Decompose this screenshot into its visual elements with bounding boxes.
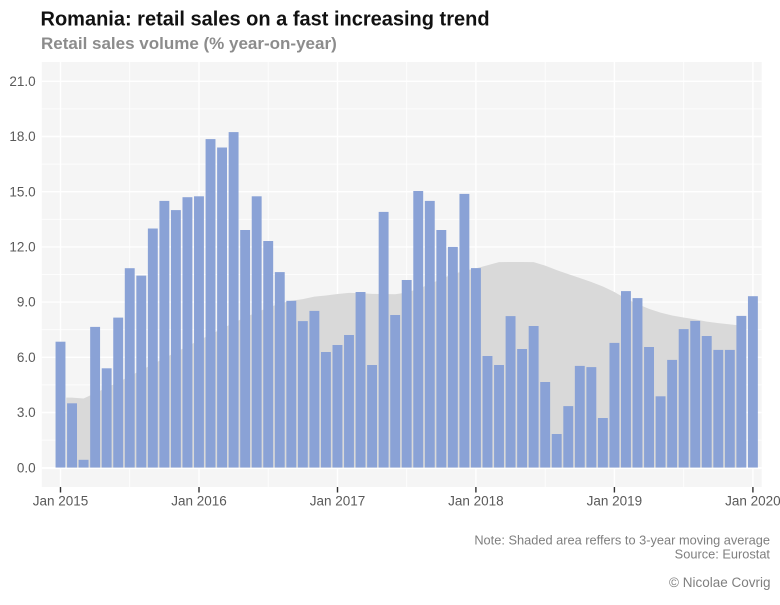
svg-text:3.0: 3.0 — [17, 405, 36, 420]
svg-text:Jan 2018: Jan 2018 — [448, 494, 504, 509]
svg-text:18.0: 18.0 — [9, 129, 35, 144]
svg-text:12.0: 12.0 — [9, 240, 35, 255]
svg-text:6.0: 6.0 — [17, 350, 36, 365]
svg-text:Jan 2020: Jan 2020 — [725, 494, 780, 509]
svg-text:Note: Shaded area reffers to 3: Note: Shaded area reffers to 3-year movi… — [474, 533, 770, 548]
svg-text:Jan 2015: Jan 2015 — [33, 494, 89, 509]
svg-text:21.0: 21.0 — [9, 74, 35, 89]
svg-text:Romania: retail sales on a fas: Romania: retail sales on a fast increasi… — [41, 9, 490, 31]
svg-text:Source: Eurostat: Source: Eurostat — [675, 547, 771, 562]
svg-text:Retail sales volume (% year-on: Retail sales volume (% year-on-year) — [41, 34, 337, 53]
svg-text:© Nicolae Covrig: © Nicolae Covrig — [669, 575, 770, 590]
svg-text:15.0: 15.0 — [9, 184, 35, 199]
svg-text:0.0: 0.0 — [17, 460, 36, 475]
svg-text:Jan 2017: Jan 2017 — [310, 494, 366, 509]
svg-text:9.0: 9.0 — [17, 295, 36, 310]
svg-text:Jan 2016: Jan 2016 — [171, 494, 227, 509]
svg-text:Jan 2019: Jan 2019 — [587, 494, 643, 509]
